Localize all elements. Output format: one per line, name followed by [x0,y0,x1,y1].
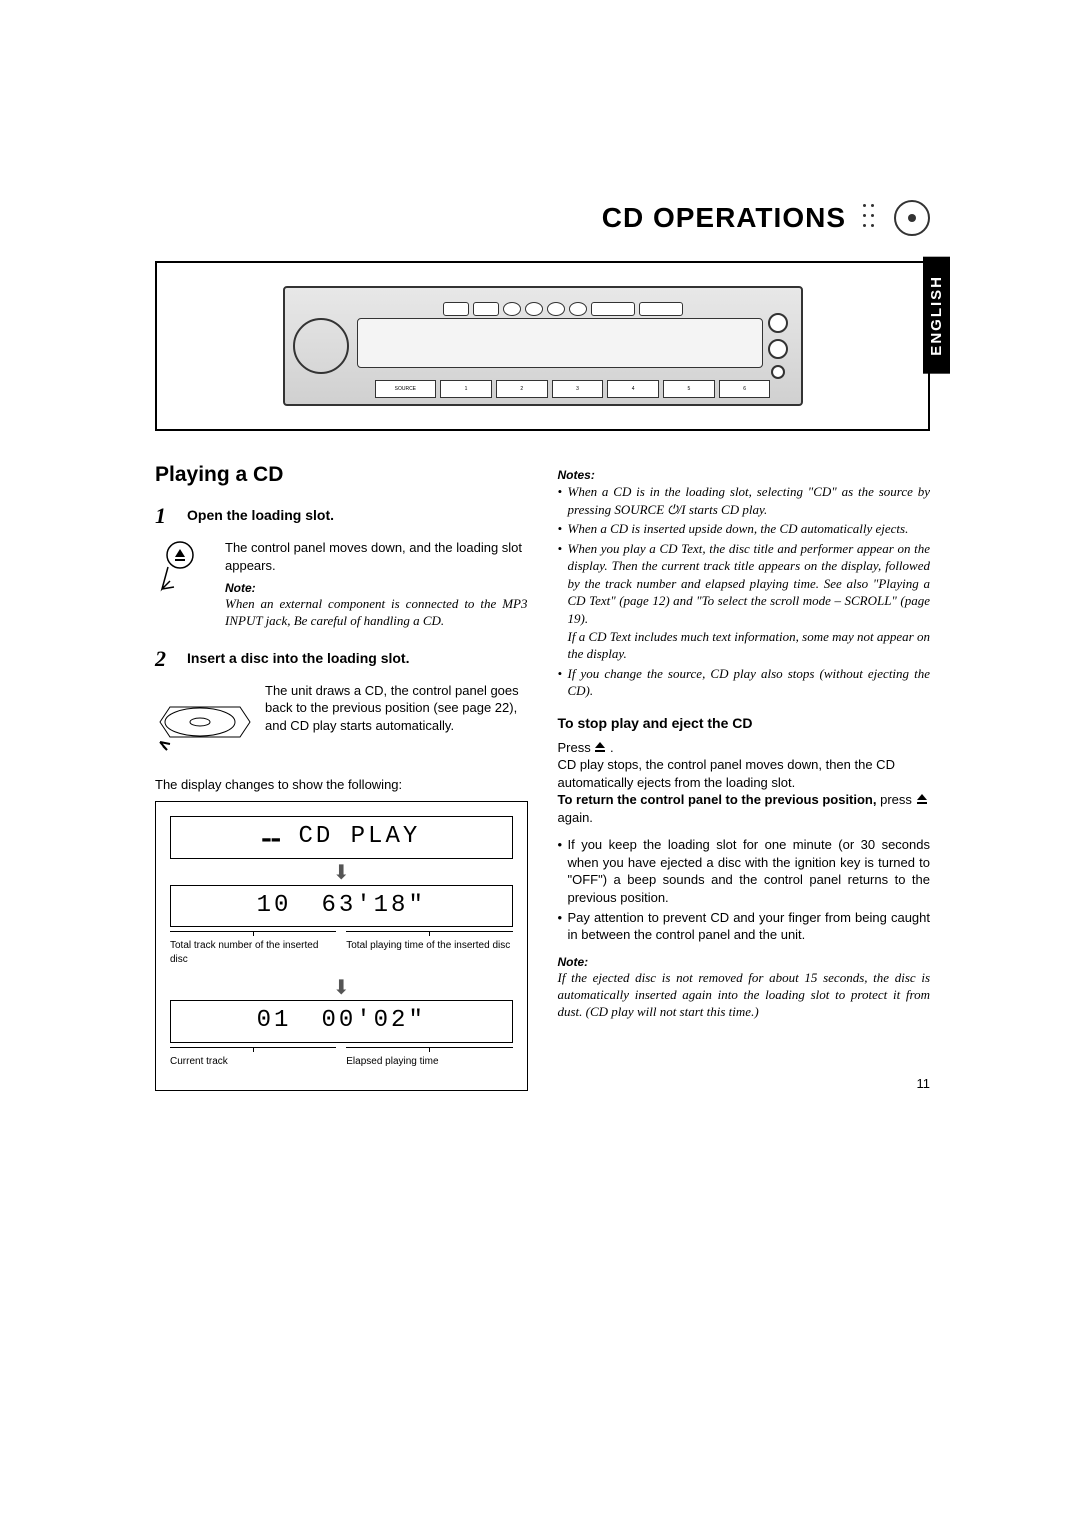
device-knob-icon [771,365,785,379]
step-2-header: 2 Insert a disc into the loading slot. [155,644,528,674]
note-item: If you change the source, CD play also s… [558,665,931,700]
device-illustration: SOURCE 12 34 56 [283,286,803,406]
step-1-title: Open the loading slot. [187,501,334,531]
tip-item: Pay attention to prevent CD and your fin… [558,909,931,944]
device-figure: SOURCE 12 34 56 [155,261,930,431]
page-title: CD OPERATIONS [602,202,846,234]
step-2-text: The unit draws a CD, the control panel g… [265,682,528,762]
step-1-text: The control panel moves down, and the lo… [225,539,528,574]
note-item: When you play a CD Text, the disc title … [558,540,931,663]
section-title: Playing a CD [155,461,528,489]
arrow-down-icon: ⬇ [170,863,513,883]
step-2-body: The unit draws a CD, the control panel g… [155,682,528,762]
arrow-down-icon: ⬇ [170,978,513,998]
return-line: To return the control panel to the previ… [558,791,931,826]
source-button: SOURCE [375,380,437,398]
decoration-dots-icon [861,200,879,236]
notes-label: Notes: [558,467,931,483]
device-knob-icon [768,339,788,359]
stop-press-line: Press . [558,739,931,757]
tips-list: If you keep the loading slot for one min… [558,836,931,943]
step-1-body: The control panel moves down, and the lo… [155,539,528,630]
eject-icon [594,742,606,752]
step-number: 1 [155,501,177,531]
step-1-header: 1 Open the loading slot. [155,501,528,531]
lcd-line-2: 10 63'18" [170,885,513,927]
insert-disc-illustration-icon [155,682,255,762]
lcd-line-1: ▬▬ CD PLAY [170,816,513,858]
device-bottom-buttons: SOURCE 12 34 56 [375,380,771,398]
eject-button-illustration-icon [155,539,215,630]
stop-heading: To stop play and eject the CD [558,714,931,733]
note-2-text: If the ejected disc is not removed for a… [558,970,931,1021]
language-tab: ENGLISH [923,257,950,374]
note-item: When a CD is inserted upside down, the C… [558,520,931,538]
note-label-2: Note: [558,954,931,970]
step-2-title: Insert a disc into the loading slot. [187,644,409,674]
step-1-note: When an external component is connected … [225,596,528,630]
page-number: 11 [917,1076,931,1091]
display-intro: The display changes to show the followin… [155,776,528,794]
display-sequence-box: ▬▬ CD PLAY ⬇ 10 63'18" Total track numbe… [155,801,528,1091]
notes-list: When a CD is in the loading slot, select… [558,483,931,700]
page-header: CD OPERATIONS [155,200,930,236]
eject-icon [916,794,928,804]
lcd-line-3: 01 00'02" [170,1000,513,1042]
caption-row-2: Current track Elapsed playing time [170,1047,513,1069]
left-column: Playing a CD 1 Open the loading slot. Th… [155,461,528,1091]
device-knob-icon [768,313,788,333]
stop-body: CD play stops, the control panel moves d… [558,756,931,791]
caption-row-1: Total track number of the inserted disc … [170,931,513,966]
right-column: Notes: When a CD is in the loading slot,… [558,461,931,1091]
device-screen [357,318,763,368]
device-dial-icon [293,318,349,374]
step-number: 2 [155,644,177,674]
tip-item: If you keep the loading slot for one min… [558,836,931,906]
cd-icon [894,200,930,236]
device-top-buttons [443,302,703,316]
note-item: When a CD is in the loading slot, select… [558,483,931,518]
note-label: Note: [225,580,528,596]
